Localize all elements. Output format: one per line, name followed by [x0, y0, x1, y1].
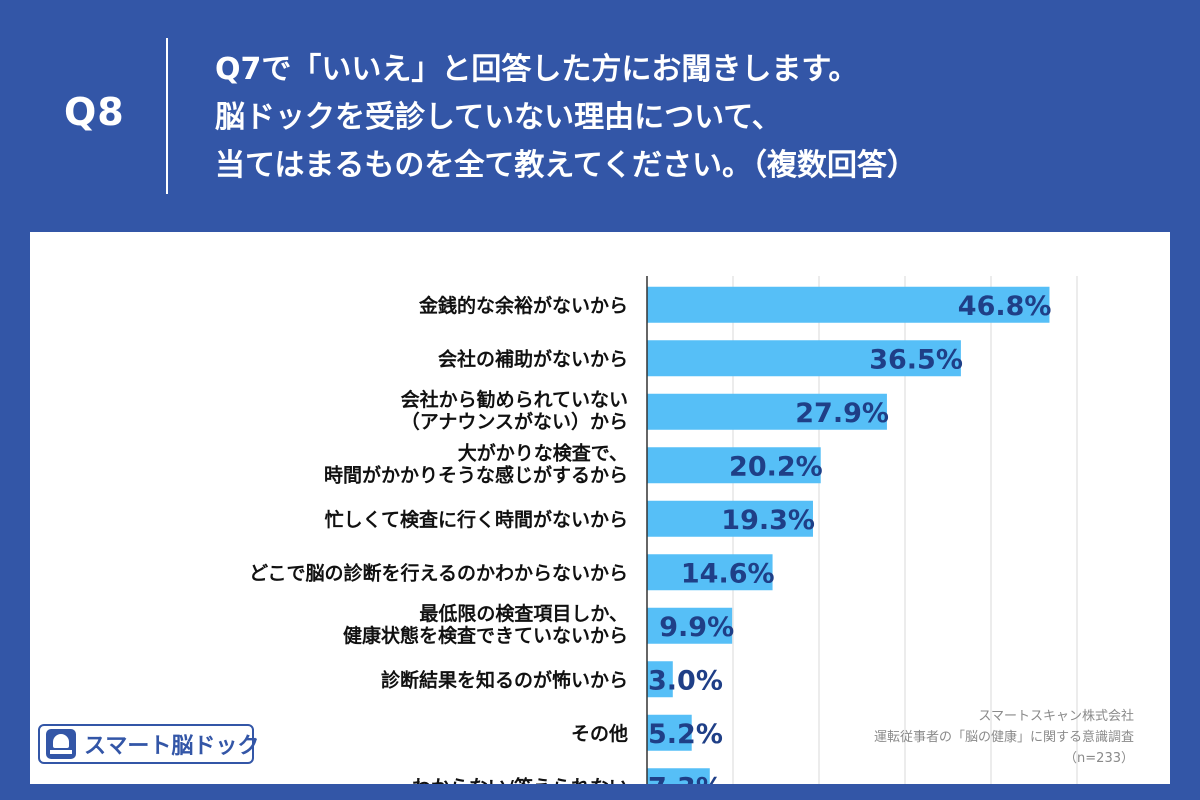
category-label: その他 [571, 722, 628, 745]
bar [647, 447, 821, 484]
brand-logo: スマート脳ドック [38, 724, 259, 764]
category-label: 診断結果を知るのが怖いから [381, 668, 628, 691]
category-label: 最低限の検査項目しか、 [419, 602, 628, 625]
bar-value-label: 36.5% [869, 344, 963, 375]
source-company: スマートスキャン株式会社 [978, 709, 1134, 724]
category-label: 大がかりな検査で、 [458, 441, 628, 464]
bar [647, 768, 710, 784]
category-label: 会社から勧められていない [401, 388, 628, 411]
bar-value-label: 5.2% [648, 719, 723, 750]
bar-value-label: 7.3% [648, 772, 723, 784]
question-line-1: Q7で「いいえ」と回答した方にお聞きします。 [215, 52, 859, 87]
category-label: どこで脳の診断を行えるのかわからないから [249, 561, 628, 584]
question-number: Q8 [64, 90, 125, 134]
source-sample-size: （n=233） [1064, 751, 1134, 766]
bar [647, 714, 692, 751]
bar [647, 554, 773, 591]
bar [647, 393, 887, 430]
bar-value-label: 3.0% [648, 665, 723, 696]
bar [647, 607, 733, 644]
bar-value-label: 19.3% [721, 505, 815, 536]
category-label: 金銭的な余裕がないから [418, 294, 628, 317]
bar [647, 286, 1050, 323]
bar-chart: 46.8% 金銭的な余裕がないから 36.5% 会社の補助がないから 27.9% 会社から… [249, 276, 1078, 784]
bar-value-label: 46.8% [958, 291, 1052, 322]
source-note: スマートスキャン株式会社 運転従事者の「脳の健康」に関する意識調査 （n=233… [874, 706, 1134, 769]
category-label: （アナウンスがない）から [401, 410, 628, 433]
category-label: 健康状態を検査できていないから [343, 624, 628, 647]
bar-value-label: 20.2% [729, 451, 823, 482]
bar-value-label: 14.6% [681, 558, 775, 589]
bar [647, 661, 673, 698]
category-label: 時間がかかりそうな感じがするから [324, 463, 628, 486]
header-divider [166, 38, 168, 194]
chart-panel: 46.8% 金銭的な余裕がないから 36.5% 会社の補助がないから 27.9% 会社から… [30, 232, 1170, 784]
bar-value-label: 27.9% [795, 398, 889, 429]
bar [647, 500, 813, 537]
category-label: 会社の補助がないから [438, 347, 628, 370]
question-line-2: 脳ドックを受診していない理由について、 [215, 100, 782, 135]
category-label: わからない/答えられない [412, 775, 628, 784]
header: Q8 Q7で「いいえ」と回答した方にお聞きします。 脳ドックを受診していない理由… [0, 0, 1200, 230]
bar-value-label: 9.9% [659, 612, 734, 643]
brain-scanner-icon [46, 729, 76, 759]
category-label: 忙しくて検査に行く時間がないから [325, 508, 628, 531]
logo-text: スマート脳ドック [84, 734, 260, 759]
source-survey: 運転従事者の「脳の健康」に関する意識調査 [873, 730, 1134, 745]
bar [647, 340, 961, 377]
question-line-3: 当てはまるものを全て教えてください。（複数回答） [215, 148, 917, 183]
question-text: Q7で「いいえ」と回答した方にお聞きします。 脳ドックを受診していない理由につい… [215, 46, 1175, 190]
